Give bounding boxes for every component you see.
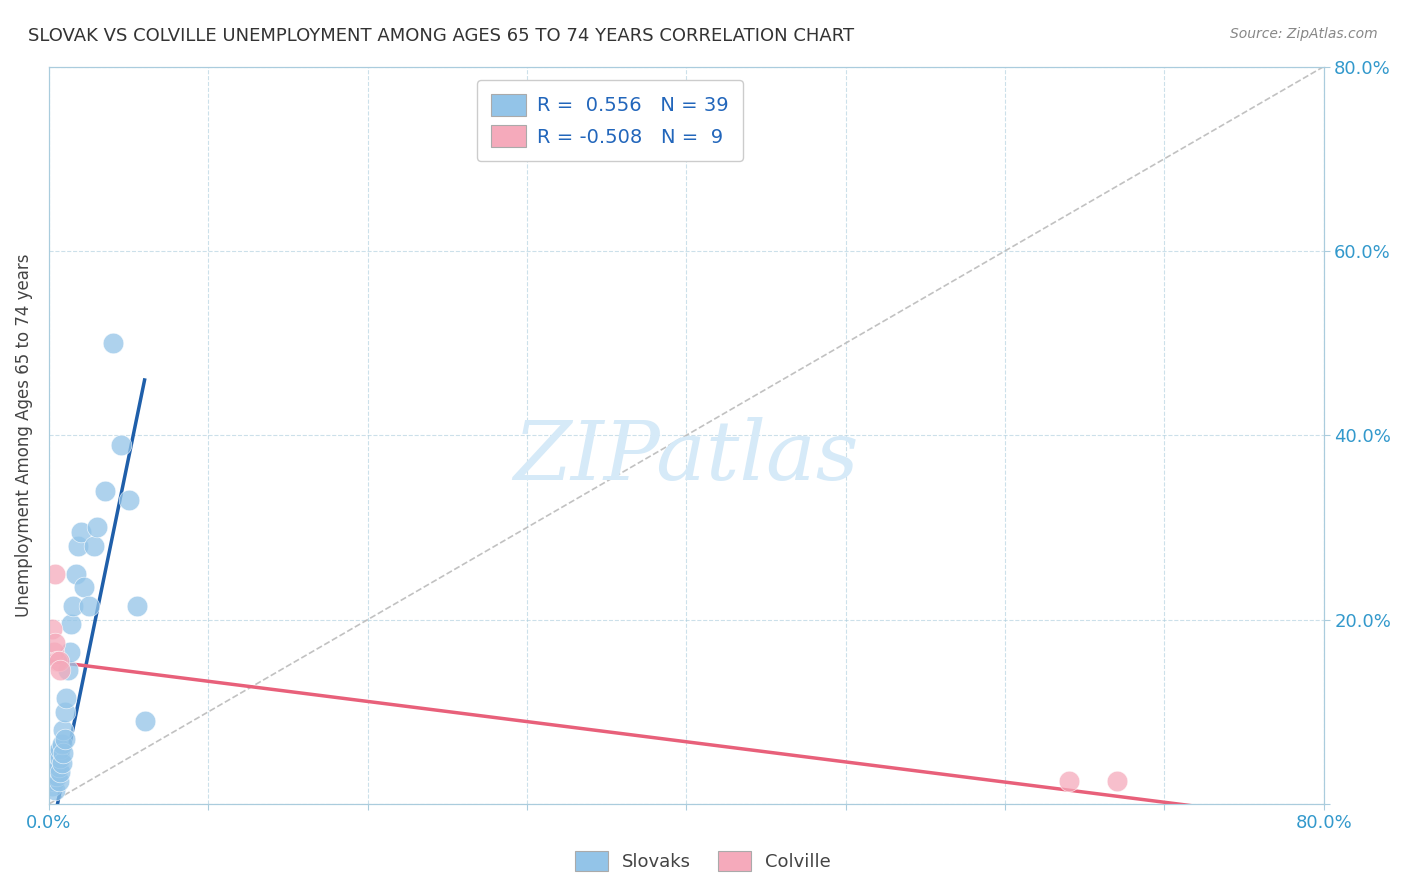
Text: SLOVAK VS COLVILLE UNEMPLOYMENT AMONG AGES 65 TO 74 YEARS CORRELATION CHART: SLOVAK VS COLVILLE UNEMPLOYMENT AMONG AG…	[28, 27, 855, 45]
Point	[44, 783, 66, 797]
Point	[56, 663, 79, 677]
Legend: Slovaks, Colville: Slovaks, Colville	[568, 844, 838, 879]
Point	[55, 690, 77, 705]
Point	[83, 539, 105, 553]
Point	[45, 746, 67, 760]
Point	[101, 336, 124, 351]
Point	[44, 566, 66, 581]
Point	[48, 746, 70, 760]
Point	[86, 520, 108, 534]
Point	[44, 756, 66, 770]
Legend: R =  0.556   N = 39, R = -0.508   N =  9: R = 0.556 N = 39, R = -0.508 N = 9	[477, 80, 742, 161]
Point	[49, 764, 72, 779]
Point	[45, 769, 67, 783]
Point	[42, 769, 65, 783]
Point	[41, 779, 63, 793]
Point	[48, 654, 70, 668]
Point	[44, 635, 66, 649]
Point	[110, 437, 132, 451]
Point	[65, 566, 87, 581]
Point	[134, 714, 156, 728]
Point	[62, 599, 84, 613]
Point	[77, 599, 100, 613]
Point	[52, 746, 75, 760]
Point	[51, 756, 73, 770]
Point	[52, 723, 75, 738]
Point	[44, 769, 66, 783]
Point	[69, 524, 91, 539]
Point	[45, 654, 67, 668]
Point	[53, 705, 76, 719]
Point	[49, 751, 72, 765]
Point	[48, 773, 70, 788]
Point	[73, 580, 96, 594]
Point	[49, 741, 72, 756]
Point	[53, 732, 76, 747]
Point	[49, 663, 72, 677]
Point	[125, 599, 148, 613]
Point	[93, 483, 115, 498]
Point	[66, 539, 89, 553]
Text: ZIPatlas: ZIPatlas	[513, 417, 859, 498]
Text: Source: ZipAtlas.com: Source: ZipAtlas.com	[1230, 27, 1378, 41]
Point	[51, 737, 73, 751]
Point	[42, 645, 65, 659]
Point	[59, 645, 82, 659]
Point	[41, 622, 63, 636]
Point	[60, 617, 83, 632]
Point	[1057, 773, 1080, 788]
Point	[1105, 773, 1128, 788]
Point	[48, 760, 70, 774]
Point	[117, 492, 139, 507]
Point	[42, 773, 65, 788]
Point	[45, 760, 67, 774]
Y-axis label: Unemployment Among Ages 65 to 74 years: Unemployment Among Ages 65 to 74 years	[15, 253, 32, 617]
